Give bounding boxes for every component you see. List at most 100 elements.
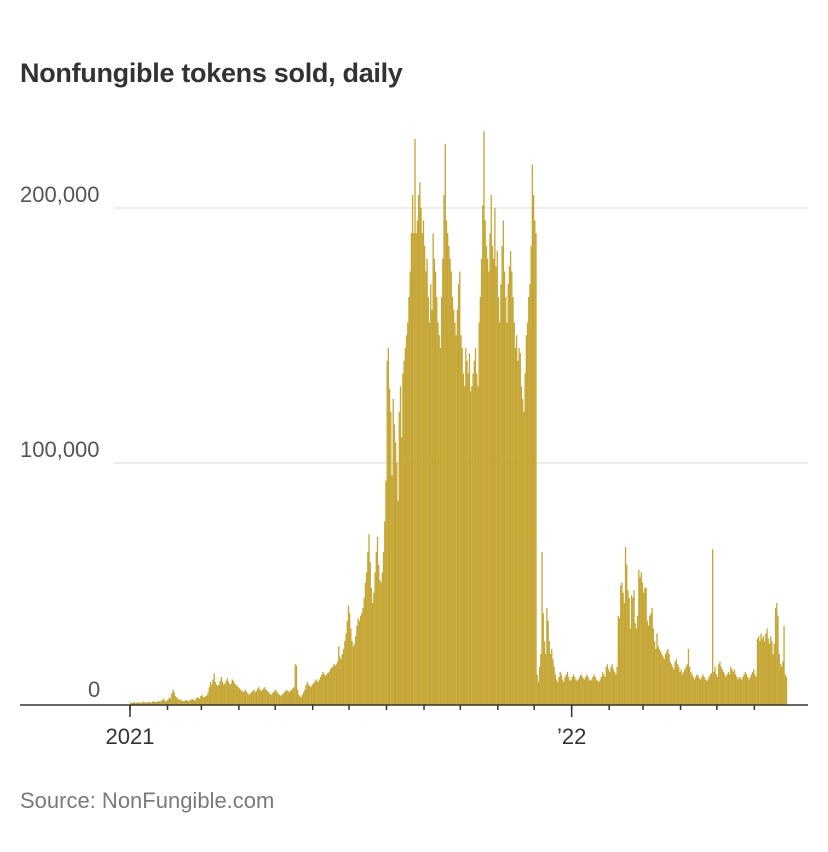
bar	[568, 676, 570, 705]
bar	[200, 696, 202, 705]
bar	[315, 679, 317, 705]
bar	[542, 613, 544, 705]
bar	[166, 700, 168, 705]
bar	[557, 682, 559, 705]
bar	[229, 684, 231, 705]
bar	[578, 676, 581, 705]
bar	[667, 648, 669, 705]
bar	[296, 689, 299, 705]
bar	[186, 700, 189, 705]
bar	[248, 694, 250, 705]
bar	[765, 633, 767, 705]
bar	[287, 690, 289, 705]
bar	[380, 582, 382, 705]
bar	[531, 164, 534, 705]
bar	[148, 701, 150, 705]
bar	[749, 676, 751, 705]
bar	[558, 676, 560, 705]
bar	[517, 360, 519, 705]
bar	[714, 666, 716, 705]
bar	[536, 674, 538, 705]
bar	[673, 669, 675, 705]
bar	[131, 702, 133, 705]
bar	[641, 582, 644, 705]
bar	[756, 638, 759, 705]
bar	[226, 678, 229, 705]
bar	[495, 266, 497, 705]
bar	[587, 676, 589, 705]
bar	[768, 643, 771, 705]
bar	[282, 693, 284, 705]
bar	[681, 674, 684, 705]
bar	[454, 322, 456, 705]
bar	[699, 679, 702, 705]
bar	[198, 698, 201, 706]
bar	[385, 480, 387, 705]
bar	[303, 692, 305, 705]
bar	[459, 271, 461, 705]
bar	[507, 284, 509, 705]
bar	[514, 348, 517, 705]
bar	[388, 388, 391, 705]
bar	[432, 233, 434, 705]
bar	[687, 648, 690, 705]
bar	[770, 636, 772, 705]
bar	[330, 668, 333, 705]
bar	[440, 297, 443, 705]
bar	[574, 676, 576, 705]
bar	[396, 462, 398, 705]
bar	[382, 552, 385, 705]
bar	[760, 633, 762, 705]
bar	[368, 534, 370, 705]
bar	[276, 692, 278, 705]
bar	[764, 641, 766, 705]
bar	[779, 664, 782, 705]
bar	[662, 656, 664, 705]
bar	[259, 689, 261, 705]
bar	[505, 297, 507, 705]
bar	[437, 322, 439, 705]
bar	[422, 220, 425, 705]
bar	[345, 633, 347, 705]
bar	[722, 671, 725, 705]
bar	[293, 687, 295, 705]
bar	[242, 692, 244, 705]
bar	[132, 702, 134, 705]
bar	[554, 674, 557, 705]
bar	[319, 676, 322, 705]
bar	[228, 682, 230, 705]
bar	[755, 676, 757, 705]
bar	[750, 674, 753, 705]
bar	[333, 664, 335, 705]
bar	[451, 297, 454, 705]
y-tick-label: 100,000	[20, 437, 100, 462]
bar	[710, 673, 713, 706]
bar	[728, 674, 731, 705]
bar	[424, 246, 426, 705]
bar	[559, 671, 561, 705]
bar	[486, 258, 489, 705]
bar	[390, 411, 392, 705]
bar	[165, 701, 167, 705]
bar	[682, 671, 685, 705]
bar	[471, 386, 473, 705]
bar	[322, 671, 324, 705]
bar	[617, 615, 619, 705]
bar	[399, 386, 402, 705]
bar	[502, 220, 504, 705]
bar	[494, 207, 496, 705]
bar	[474, 348, 477, 705]
bar	[501, 246, 503, 705]
bar	[566, 671, 569, 705]
bar	[647, 625, 650, 705]
bar	[784, 674, 786, 705]
bar	[367, 552, 369, 705]
bar	[182, 700, 184, 705]
bar	[195, 698, 197, 706]
bar	[340, 659, 342, 705]
bar	[374, 572, 376, 705]
bar	[415, 233, 417, 705]
bar	[271, 693, 273, 705]
bar	[180, 700, 183, 705]
bar	[564, 676, 566, 705]
